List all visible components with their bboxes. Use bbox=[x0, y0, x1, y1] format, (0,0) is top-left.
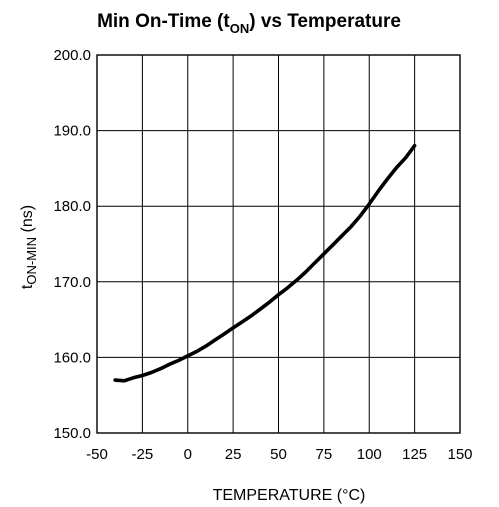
x-tick-label: 50 bbox=[270, 446, 287, 463]
y-tick-label: 190.0 bbox=[53, 123, 91, 140]
y-tick-label: 160.0 bbox=[53, 349, 91, 366]
x-tick-label: 0 bbox=[184, 446, 192, 463]
y-axis-label: tON-MIN (ns) bbox=[19, 205, 39, 289]
chart-title-suffix: ) vs Temperature bbox=[249, 11, 401, 32]
y-tick-labels: 150.0 160.0 170.0 180.0 190.0 200.0 bbox=[53, 47, 91, 442]
x-tick-label: -25 bbox=[132, 446, 154, 463]
x-tick-label: 75 bbox=[316, 446, 333, 463]
y-tick-label: 150.0 bbox=[53, 425, 91, 442]
y-tick-label: 180.0 bbox=[53, 198, 91, 215]
x-tick-label: 100 bbox=[357, 446, 382, 463]
x-tick-label: -50 bbox=[86, 446, 108, 463]
x-tick-label: 25 bbox=[225, 446, 242, 463]
x-tick-label: 125 bbox=[402, 446, 427, 463]
plot-frame bbox=[96, 54, 461, 434]
y-axis-label-suffix: (ns) bbox=[19, 205, 36, 237]
series-line bbox=[113, 143, 417, 383]
grid bbox=[96, 54, 461, 434]
y-axis-label-main: t bbox=[19, 284, 36, 289]
y-tick-label: 200.0 bbox=[53, 47, 91, 64]
y-tick-label: 170.0 bbox=[53, 274, 91, 291]
x-tick-label: 150 bbox=[447, 446, 472, 463]
x-axis-label: TEMPERATURE (°C) bbox=[213, 487, 366, 504]
chart-title-prefix: Min On-Time (t bbox=[97, 11, 230, 32]
chart-title-subscript: ON bbox=[230, 21, 250, 36]
y-axis-label-subscript: ON-MIN bbox=[24, 237, 39, 285]
chart-title: Min On-Time (tON) vs Temperature bbox=[97, 11, 401, 36]
x-tick-labels: -50 -25 0 25 50 75 100 125 150 bbox=[86, 446, 472, 463]
